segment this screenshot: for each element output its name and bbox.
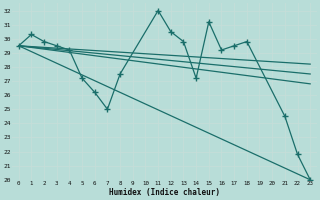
X-axis label: Humidex (Indice chaleur): Humidex (Indice chaleur) [109, 188, 220, 197]
